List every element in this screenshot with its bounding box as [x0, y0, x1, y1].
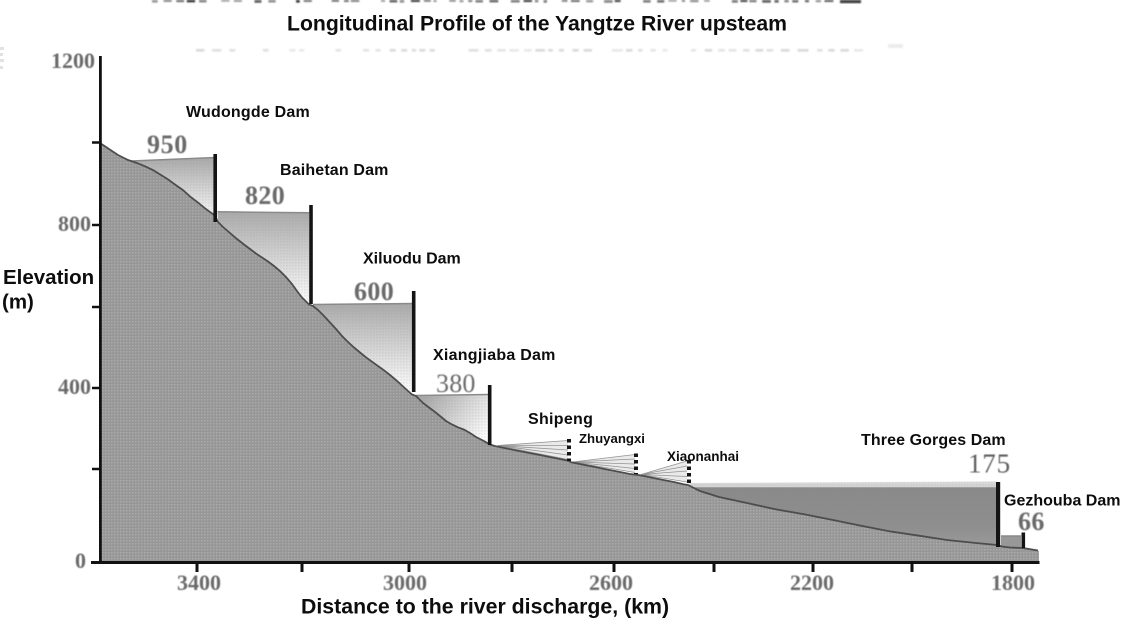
svg-text:1800: 1800: [991, 570, 1035, 595]
svg-text:1200: 1200: [51, 48, 95, 73]
svg-text:380: 380: [436, 369, 476, 398]
svg-text:Distance to the river discharg: Distance to the river discharge, (km): [301, 595, 669, 619]
svg-text:0: 0: [75, 548, 86, 573]
svg-text:Baihetan Dam: Baihetan Dam: [280, 162, 389, 179]
svg-text:Zhuyangxi: Zhuyangxi: [579, 431, 645, 446]
svg-text:Gezhouba Dam: Gezhouba Dam: [1004, 493, 1120, 510]
svg-text:2200: 2200: [790, 570, 834, 595]
svg-text:66: 66: [1018, 507, 1045, 536]
svg-text:Three Gorges Dam: Three Gorges Dam: [861, 432, 1006, 449]
svg-text:175: 175: [968, 449, 1011, 479]
svg-text:(m): (m): [2, 291, 34, 314]
svg-text:Longitudinal Profile of the Ya: Longitudinal Profile of the Yangtze Rive…: [287, 13, 787, 36]
svg-text:Xiluodu Dam: Xiluodu Dam: [363, 251, 461, 268]
svg-text:Xiangjiaba Dam: Xiangjiaba Dam: [433, 347, 556, 364]
svg-text:400: 400: [58, 374, 91, 399]
svg-text:3400: 3400: [177, 570, 221, 595]
svg-text:3000: 3000: [383, 570, 427, 595]
svg-text:Shipeng: Shipeng: [528, 411, 593, 428]
svg-text:Xiaonanhai: Xiaonanhai: [667, 449, 739, 464]
svg-text:800: 800: [58, 211, 91, 236]
svg-text:950: 950: [147, 130, 188, 159]
svg-text:820: 820: [245, 181, 285, 210]
svg-text:Elevation: Elevation: [3, 266, 94, 289]
svg-text:2600: 2600: [589, 570, 633, 595]
svg-text:Wudongde Dam: Wudongde Dam: [186, 104, 310, 121]
svg-text:600: 600: [354, 277, 394, 306]
